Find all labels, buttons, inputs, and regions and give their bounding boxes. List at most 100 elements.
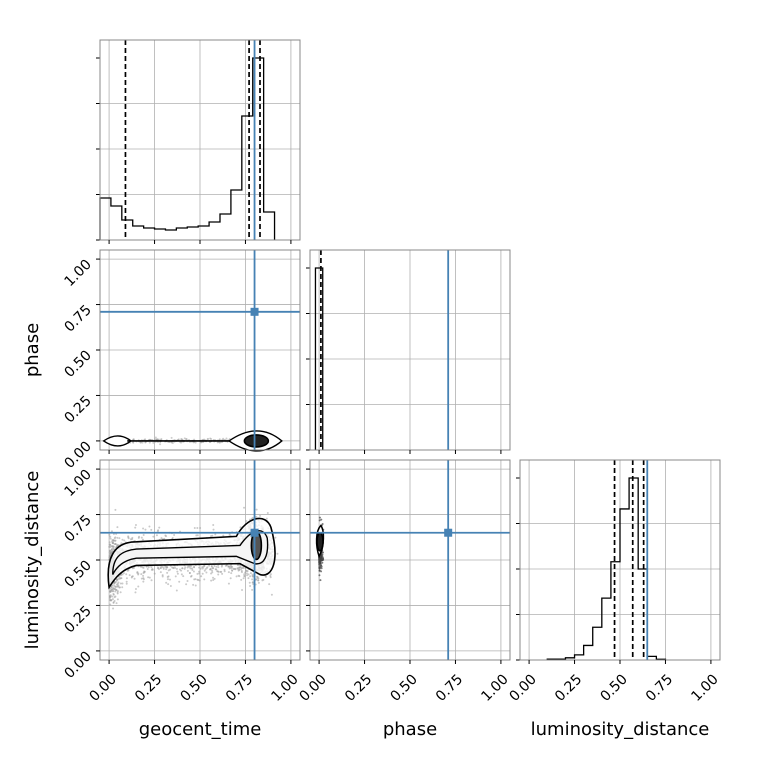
sample-point [234,568,237,571]
sample-point [193,578,196,581]
x-tick-label: 0.75 [433,672,466,705]
sample-point [147,576,150,579]
sample-point [171,442,174,445]
y-tick-label: 0.00 [61,438,94,471]
sample-point [166,571,169,574]
contour-left [102,435,133,447]
sample-point [110,586,113,589]
x-tick-label: 1.00 [478,672,511,705]
sample-point [133,577,136,580]
sample-point [183,437,186,440]
sample-point [249,584,252,587]
sample-point [150,528,153,531]
sample-point [125,580,128,583]
sample-point [165,581,168,584]
x-tick-label: 1.00 [688,672,721,705]
sample-point [131,575,134,578]
sample-point [119,577,122,580]
x-tick-label: 0.25 [132,672,165,705]
sample-point [212,578,215,581]
sample-point [222,534,225,537]
sample-point [193,566,196,569]
sample-point [214,533,217,536]
sample-point [116,536,119,539]
sample-point [210,565,213,568]
sample-point [168,578,171,581]
sample-point [261,579,264,582]
sample-point [237,574,240,577]
sample-point [160,537,163,540]
sample-point [215,565,218,568]
sample-point [318,519,321,522]
sample-point [198,570,201,573]
sample-point [212,524,215,527]
sample-point [125,573,128,576]
sample-point [203,578,206,581]
sample-point [164,565,167,568]
sample-point [110,599,113,602]
sample-point [109,537,112,540]
sample-point [116,582,119,585]
sample-point [112,587,115,590]
y-tick-label: 0.25 [61,393,94,426]
sample-point [176,570,179,573]
sample-point [118,576,121,579]
sample-point [227,571,230,574]
sample-point [269,573,272,576]
sample-point [243,506,246,509]
sample-point [245,520,248,523]
sample-point [241,588,244,591]
sample-point [222,437,225,440]
sample-point [117,577,120,580]
sample-point [245,570,248,573]
sample-point [115,602,118,605]
x-tick-label: 0.00 [87,672,120,705]
sample-point [242,577,245,580]
contour-inner [112,530,269,575]
y-axis-title-luminosity_distance: luminosity_distance [22,471,43,650]
sample-point [197,578,200,581]
sample-point [152,535,155,538]
sample-point [247,577,250,580]
sample-point [109,595,112,598]
sample-point [320,567,323,570]
contour-right-inner [243,434,270,448]
sample-point [111,590,114,593]
sample-point [207,437,210,440]
sample-point [142,580,145,583]
sample-point [229,577,232,580]
sample-point [140,573,143,576]
sample-point [150,566,153,569]
sample-point [213,565,216,568]
sample-point [142,527,145,530]
sample-point [196,572,199,575]
sample-point [212,567,215,570]
sample-point [111,598,114,601]
sample-point [184,566,187,569]
sample-point [112,546,115,549]
sample-point [244,571,247,574]
y-tick-label: 0.50 [61,558,94,591]
sample-point [243,575,246,578]
sample-point [173,533,176,536]
sample-point [321,561,324,564]
sample-point [128,574,131,577]
sample-point [177,438,180,441]
sample-point [208,564,211,567]
sample-point [186,569,189,572]
sample-point [167,583,170,586]
sample-point [251,574,254,577]
x-tick-label: 0.00 [507,672,540,705]
sample-point [109,552,112,555]
sample-point [111,595,114,598]
sample-point [217,573,220,576]
sample-point [227,565,230,568]
sample-point [210,579,213,582]
sample-point [209,437,212,440]
sample-point [108,543,111,546]
x-tick-label: 0.50 [387,672,420,705]
sample-point [210,572,213,575]
sample-point [158,526,161,529]
sample-point [162,567,165,570]
sample-point [318,516,321,519]
